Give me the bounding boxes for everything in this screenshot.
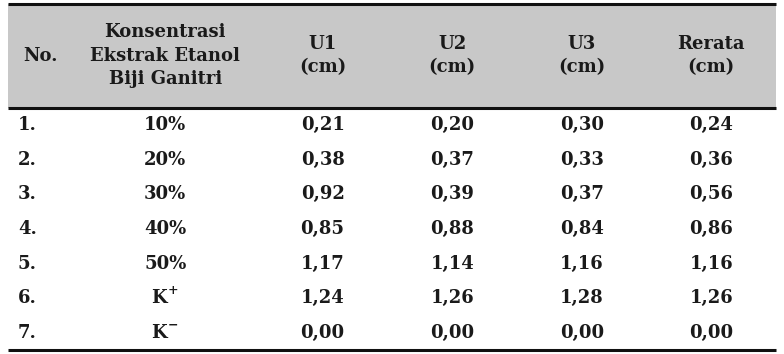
Text: 0,85: 0,85: [300, 220, 345, 238]
Text: 0,88: 0,88: [430, 220, 474, 238]
Text: 20%: 20%: [144, 151, 187, 169]
Text: −: −: [168, 319, 178, 332]
Text: 6.: 6.: [18, 290, 37, 307]
Text: 1,26: 1,26: [430, 290, 474, 307]
Text: 1.: 1.: [18, 116, 37, 134]
Text: 50%: 50%: [144, 255, 187, 273]
Text: 7.: 7.: [18, 324, 37, 342]
Text: 1,28: 1,28: [560, 290, 604, 307]
Text: 0,20: 0,20: [430, 116, 474, 134]
Text: 1,16: 1,16: [689, 255, 733, 273]
Text: 0,37: 0,37: [560, 185, 604, 203]
Text: 0,33: 0,33: [560, 151, 604, 169]
Text: 0,37: 0,37: [430, 151, 474, 169]
Text: U1
(cm): U1 (cm): [299, 35, 347, 76]
Text: 5.: 5.: [18, 255, 37, 273]
Text: 0,21: 0,21: [300, 116, 344, 134]
Text: U3
(cm): U3 (cm): [558, 35, 605, 76]
Text: 0,00: 0,00: [689, 324, 733, 342]
Text: 2.: 2.: [18, 151, 37, 169]
Text: 40%: 40%: [144, 220, 187, 238]
Text: 1,26: 1,26: [689, 290, 733, 307]
Text: 1,16: 1,16: [560, 255, 604, 273]
Text: 30%: 30%: [144, 185, 187, 203]
Text: +: +: [168, 284, 178, 297]
Text: 0,00: 0,00: [560, 324, 604, 342]
Text: 0,86: 0,86: [689, 220, 733, 238]
Text: No.: No.: [23, 47, 57, 64]
Bar: [8, 4, 776, 108]
Text: Konsentrasi
Ekstrak Etanol
Biji Ganitri: Konsentrasi Ekstrak Etanol Biji Ganitri: [90, 23, 240, 88]
Text: 0,56: 0,56: [689, 185, 733, 203]
Text: 0,00: 0,00: [300, 324, 345, 342]
Text: 0,39: 0,39: [430, 185, 474, 203]
Text: 0,30: 0,30: [560, 116, 604, 134]
Text: Rerata
(cm): Rerata (cm): [677, 35, 745, 76]
Text: 0,24: 0,24: [689, 116, 733, 134]
Text: 0,38: 0,38: [300, 151, 344, 169]
Text: 0,92: 0,92: [300, 185, 344, 203]
Text: 10%: 10%: [144, 116, 187, 134]
Text: 0,84: 0,84: [560, 220, 604, 238]
Text: 0,00: 0,00: [430, 324, 474, 342]
Text: 3.: 3.: [18, 185, 37, 203]
Text: K: K: [151, 290, 167, 307]
Text: 1,14: 1,14: [430, 255, 474, 273]
Text: K: K: [151, 324, 167, 342]
Text: 1,17: 1,17: [301, 255, 344, 273]
Text: 0,36: 0,36: [689, 151, 733, 169]
Text: U2
(cm): U2 (cm): [429, 35, 476, 76]
Text: 4.: 4.: [18, 220, 37, 238]
Text: 1,24: 1,24: [301, 290, 344, 307]
